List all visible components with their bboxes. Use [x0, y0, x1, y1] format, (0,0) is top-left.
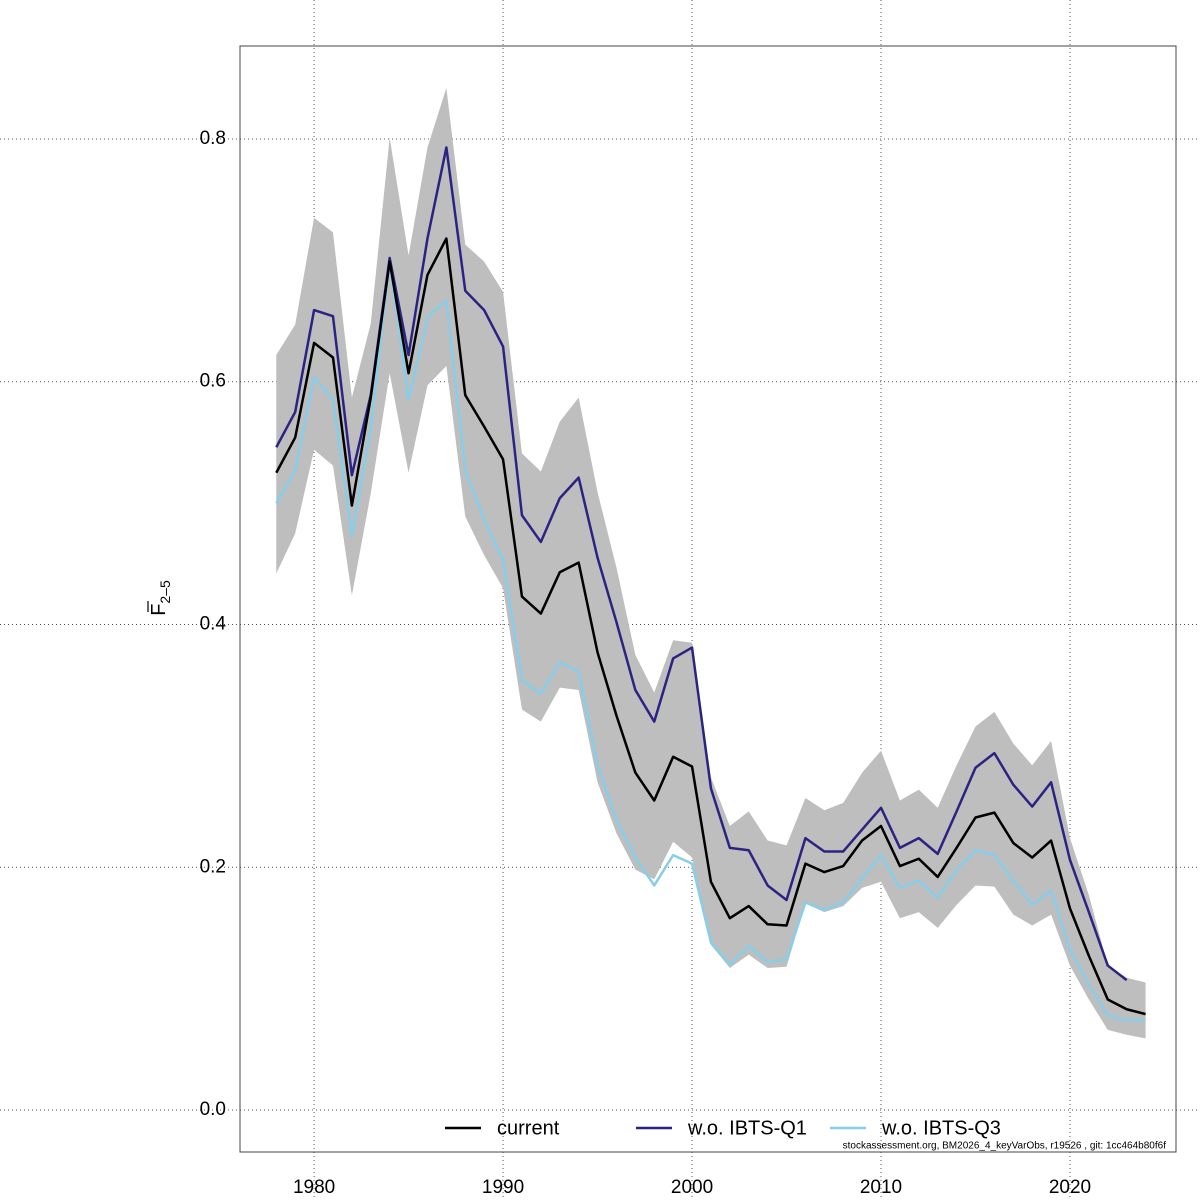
- x-tick-label: 1980: [293, 1177, 335, 1198]
- legend-label: current: [497, 1117, 560, 1139]
- legend-label: w.o. IBTS-Q1: [687, 1117, 807, 1139]
- y-tick-label: 0.4: [200, 614, 227, 635]
- legend: current w.o. IBTS-Q1 w.o. IBTS-Q3: [445, 1117, 1001, 1139]
- y-tick-label: 0.2: [200, 856, 226, 877]
- legend-label: w.o. IBTS-Q3: [881, 1117, 1001, 1139]
- confidence-band: [276, 87, 1146, 1039]
- y-label-main: F: [148, 604, 170, 616]
- y-tick-label: 0.0: [200, 1099, 226, 1120]
- y-label-sub: 2–5: [157, 580, 173, 604]
- x-tick-label: 2020: [1049, 1177, 1091, 1198]
- plot-area: [275, 87, 1146, 1039]
- series-line: [275, 260, 1146, 1022]
- x-tick-label: 2000: [671, 1177, 713, 1198]
- x-tick-label: 1990: [482, 1177, 524, 1198]
- series-line: [275, 146, 1128, 982]
- footnote: stockassessment.org, BM2026_4_keyVarObs,…: [843, 1141, 1167, 1152]
- y-axis-label: F2–5: [147, 580, 173, 616]
- y-tick-label: 0.8: [200, 128, 226, 149]
- plot-frame: [239, 45, 1177, 1153]
- series-line: [275, 237, 1146, 1016]
- y-label: F2–5: [148, 580, 172, 616]
- y-tick-label: 0.6: [200, 371, 226, 392]
- x-tick-label: 2010: [860, 1177, 902, 1198]
